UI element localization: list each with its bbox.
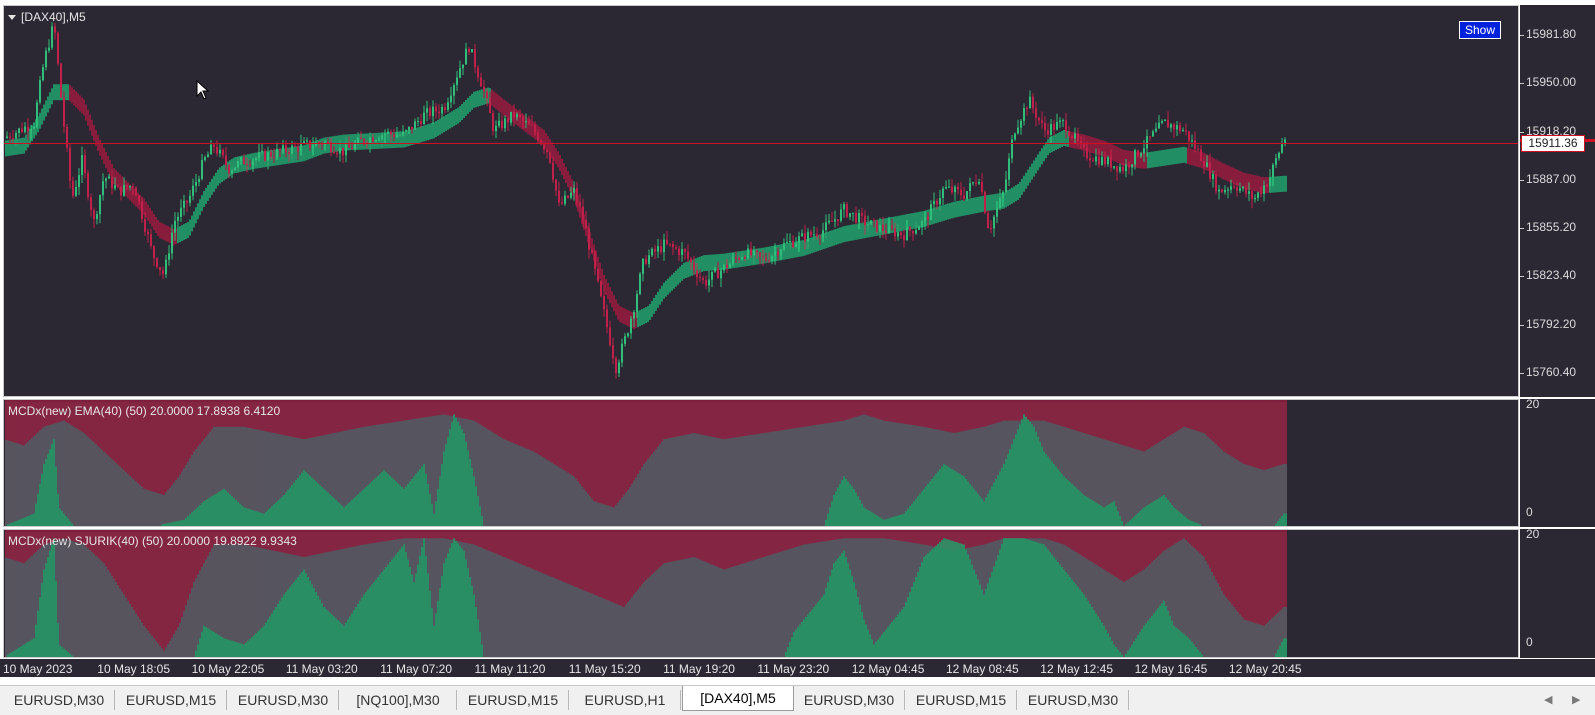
price-label: 15950.00 — [1526, 75, 1577, 90]
price-label: 15823.40 — [1526, 268, 1577, 283]
price-tick — [1520, 228, 1524, 230]
time-label: 11 May 19:20 — [663, 662, 735, 676]
price-tick — [1520, 35, 1524, 36]
indicator-scale-bottom: 0 — [1526, 635, 1533, 649]
price-label: 15760.40 — [1526, 365, 1577, 379]
tab-eurusd-m30[interactable]: EURUSD,M30 — [794, 690, 905, 710]
tab-eurusd-m15[interactable]: EURUSD,M15 — [458, 690, 569, 710]
indicator-scale-bottom: 0 — [1526, 505, 1533, 519]
tab-eurusd-m15[interactable]: EURUSD,M15 — [906, 690, 1017, 710]
price-label: 15792.20 — [1526, 316, 1577, 331]
indicator-scale-sjurik[interactable]: 20 0 — [1520, 527, 1595, 658]
tab-nq100-m30[interactable]: [NQ100],M30 — [340, 690, 457, 710]
time-label: 11 May 15:20 — [568, 662, 641, 676]
price-chart-canvas[interactable] — [4, 6, 1519, 397]
time-label: 12 May 20:45 — [1228, 662, 1302, 676]
mouse-cursor-icon — [196, 79, 210, 105]
tab-eurusd-m15[interactable]: EURUSD,M15 — [116, 690, 227, 710]
price-scale[interactable]: 15981.80 15950.00 15918.20 15887.00 15855.20… — [1520, 5, 1595, 397]
tab-eurusd-m30[interactable]: EURUSD,M30 — [228, 690, 339, 710]
time-label: 12 May 16:45 — [1134, 662, 1208, 676]
main-chart-pane[interactable]: [DAX40],M5 — [3, 5, 1519, 397]
indicator-scale-top: 20 — [1526, 527, 1540, 541]
indicator-label-ema: MCDx(new) EMA(40) (50) 20.0000 17.8938 6… — [8, 404, 281, 418]
price-tick — [1520, 276, 1524, 278]
tab-scroll-left-icon[interactable]: ◀ — [1544, 694, 1553, 706]
time-label: 10 May 22:05 — [191, 662, 265, 676]
tab-dax40-m5[interactable]: [DAX40],M5 — [682, 686, 794, 711]
price-label: 15855.20 — [1526, 220, 1577, 235]
tab-eurusd-h1[interactable]: EURUSD,H1 — [570, 690, 681, 710]
time-label: 12 May 12:45 — [1040, 662, 1114, 676]
time-label: 12 May 04:45 — [851, 662, 925, 676]
tab-scroll-right-icon[interactable]: ▶ — [1572, 694, 1581, 706]
time-label: 11 May 03:20 — [285, 662, 358, 676]
tab-eurusd-m30[interactable]: EURUSD,M30 — [4, 690, 115, 710]
time-axis[interactable]: 10 May 2023 10 May 18:05 10 May 22:05 11 Ma… — [0, 659, 1595, 677]
indicator-scale-top: 20 — [1526, 397, 1540, 411]
chart-title-text: [DAX40],M5 — [21, 10, 86, 24]
time-label: 11 May 11:20 — [474, 662, 546, 676]
chart-menu-arrow-icon[interactable] — [8, 15, 16, 21]
time-label: 11 May 07:20 — [380, 662, 453, 676]
price-tick — [1520, 131, 1524, 133]
chart-tab-bar: ◀ ▶ EURUSD,M30 EURUSD,M15 EURUSD,M30 [NQ100… — [0, 685, 1595, 715]
price-label: 15887.00 — [1526, 171, 1577, 186]
price-label: 15981.80 — [1526, 27, 1577, 41]
show-button[interactable]: Show — [1459, 21, 1502, 39]
current-price-badge: 15911.36 — [1521, 134, 1585, 152]
indicator-pane-ema[interactable]: MCDx(new) EMA(40) (50) 20.0000 17.8938 6… — [3, 399, 1519, 527]
indicator-canvas-ema — [5, 400, 1287, 526]
time-label: 11 May 23:20 — [757, 662, 830, 676]
indicator-pane-sjurik[interactable]: MCDx(new) SJURIK(40) (50) 20.0000 19.892… — [3, 529, 1519, 658]
chart-title[interactable]: [DAX40],M5 — [8, 10, 86, 24]
tab-eurusd-m30[interactable]: EURUSD,M30 — [1018, 690, 1129, 710]
time-label: 10 May 18:05 — [97, 662, 171, 676]
price-tick — [1520, 324, 1524, 326]
indicator-scale-ema[interactable]: 20 0 — [1520, 397, 1595, 527]
time-label: 10 May 2023 — [3, 662, 73, 676]
price-tick — [1520, 179, 1524, 181]
time-label: 12 May 08:45 — [946, 662, 1019, 676]
indicator-label-sjurik: MCDx(new) SJURIK(40) (50) 20.0000 19.892… — [8, 534, 297, 548]
price-label: 15918.20 — [1526, 123, 1577, 138]
indicator-canvas-sjurik — [5, 530, 1287, 657]
price-tick — [1520, 83, 1524, 85]
price-tick — [1520, 373, 1524, 374]
